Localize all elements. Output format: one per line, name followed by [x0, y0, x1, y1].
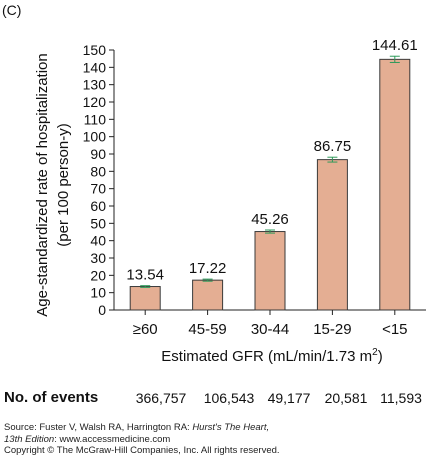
bar [129, 286, 161, 311]
y-tick-label: 120 [83, 94, 107, 110]
bar [254, 231, 286, 311]
x-tick-label: ≥60 [133, 321, 158, 338]
data-label: 17.22 [189, 260, 227, 277]
source-copyright: Copyright © The McGraw-Hill Companies, I… [4, 445, 280, 456]
y-tick-label: 110 [84, 111, 107, 127]
panel-label: (C) [2, 2, 22, 18]
y-axis-label-line2: (per 100 person-y) [55, 123, 72, 246]
data-label: 144.61 [372, 37, 418, 54]
source-note: Source: Fuster V, Walsh RA, Harrington R… [4, 422, 280, 457]
events-value-4: 20,581 [324, 390, 368, 406]
bar [192, 279, 224, 311]
y-tick-label: 40 [90, 233, 106, 249]
events-value-2: 106,543 [203, 390, 255, 406]
y-tick-label: 10 [90, 285, 106, 301]
y-tick-label: 60 [90, 198, 106, 214]
y-tick-label: 80 [90, 163, 106, 179]
data-label: 13.54 [126, 267, 164, 284]
x-axis-label: Estimated GFR (mL/min/1.73 m2) [161, 347, 382, 365]
events-value-1: 366,757 [135, 390, 187, 406]
y-tick-label: 90 [90, 146, 106, 162]
y-tick-label: 50 [90, 215, 106, 231]
x-tick-label: 30-44 [251, 321, 289, 338]
source-url: : www.accessmedicine.com [54, 433, 171, 445]
source-title: Hurst's The Heart, [192, 422, 270, 433]
y-tick-label: 70 [90, 181, 106, 197]
y-tick-label: 0 [98, 302, 106, 318]
y-tick-label: 150 [83, 42, 107, 58]
source-prefix: Source: Fuster V, Walsh RA, Harrington R… [4, 422, 193, 433]
events-row: No. of events 366,757 106,543 49,177 20,… [0, 389, 431, 411]
events-value-5: 11,593 [380, 390, 422, 406]
y-tick-label: 30 [90, 250, 106, 266]
y-tick-label: 20 [90, 267, 106, 283]
y-tick-label: 100 [83, 129, 107, 145]
data-label: 45.26 [251, 211, 289, 228]
bar [379, 58, 411, 311]
data-label: 86.75 [314, 138, 352, 155]
y-tick-label: 130 [83, 77, 107, 93]
source-edition: 13th Edition [4, 433, 55, 445]
source-edition-line: 13th Edition: www.accessmedicine.com [4, 434, 280, 446]
events-label: No. of events [4, 389, 99, 406]
events-value-3: 49,177 [267, 390, 311, 406]
x-tick-label: 45-59 [188, 321, 226, 338]
source-citation: Source: Fuster V, Walsh RA, Harrington R… [4, 422, 280, 434]
y-axis-label-line1: Age-standardized rate of hospitalization [34, 53, 51, 317]
x-tick-label: 15-29 [313, 321, 351, 338]
y-tick-label: 140 [83, 59, 107, 75]
x-tick-label: <15 [382, 321, 407, 338]
bar [316, 159, 348, 311]
